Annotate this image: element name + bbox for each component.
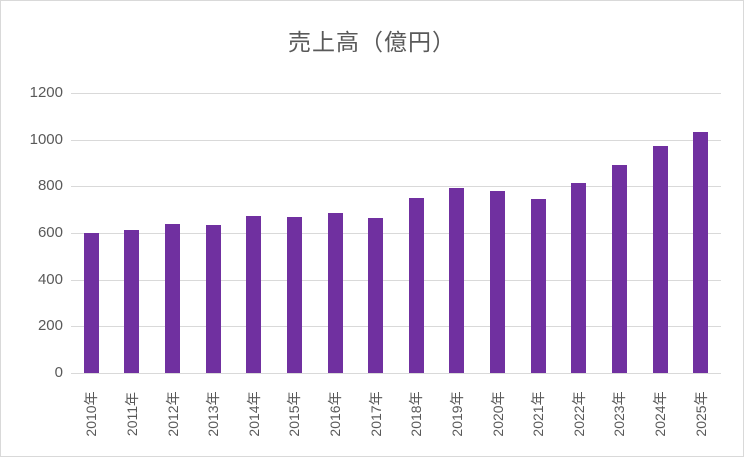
x-tick-label: 2023年 <box>611 391 628 437</box>
bar-2012年[interactable] <box>165 223 181 373</box>
y-tick-label: 600 <box>37 224 63 241</box>
gridline-y-800 <box>71 186 721 188</box>
x-tick-label: 2014年 <box>245 391 262 437</box>
x-tick-label: 2011年 <box>123 391 140 437</box>
x-tick-label: 2013年 <box>205 391 222 437</box>
x-tick-label: 2010年 <box>83 391 100 437</box>
y-tick-label: 1000 <box>29 130 63 148</box>
x-tick-label: 2019年 <box>448 391 465 437</box>
x-tick-label: 2016年 <box>327 391 344 437</box>
bar-2018年[interactable] <box>408 198 424 373</box>
gridline-y-1000 <box>71 139 721 141</box>
bar-2016年[interactable] <box>327 213 343 373</box>
plot-area <box>71 93 721 374</box>
bar-2019年[interactable] <box>449 187 465 373</box>
gridline-y-400 <box>71 279 721 281</box>
bar-2013年[interactable] <box>205 224 221 373</box>
gridline-y-1200 <box>71 93 721 94</box>
x-tick-label: 2020年 <box>489 391 506 437</box>
bar-2015年[interactable] <box>286 216 302 373</box>
y-tick-label: 1200 <box>29 84 63 101</box>
x-tick-label: 2017年 <box>367 391 384 437</box>
bar-2011年[interactable] <box>124 229 140 373</box>
y-tick-label: 400 <box>37 270 63 288</box>
x-tick-label: 2022年 <box>570 391 587 437</box>
bar-2017年[interactable] <box>368 217 384 373</box>
x-tick-label: 2021年 <box>530 391 547 437</box>
bar-2025年[interactable] <box>693 131 709 373</box>
x-tick-label: 2024年 <box>652 391 669 437</box>
x-tick-label: 2025年 <box>692 391 709 437</box>
bar-2024年[interactable] <box>652 145 668 373</box>
gridline-y-600 <box>71 233 721 234</box>
y-tick-label: 200 <box>37 317 63 335</box>
gridline-y-0 <box>71 373 721 374</box>
y-tick-label: 0 <box>54 364 63 381</box>
bar-2014年[interactable] <box>246 215 262 373</box>
bar-2022年[interactable] <box>571 182 587 373</box>
bar-2010年[interactable] <box>83 233 99 373</box>
gridline-y-200 <box>71 326 721 328</box>
y-tick-label: 800 <box>37 177 63 195</box>
x-tick-label: 2012年 <box>164 391 181 437</box>
x-tick-label: 2018年 <box>408 391 425 437</box>
bar-2021年[interactable] <box>530 199 546 373</box>
x-tick-label: 2015年 <box>286 391 303 437</box>
bar-2023年[interactable] <box>611 165 627 373</box>
bar-2020年[interactable] <box>490 191 506 373</box>
chart-title: 売上高（億円） <box>288 29 456 55</box>
